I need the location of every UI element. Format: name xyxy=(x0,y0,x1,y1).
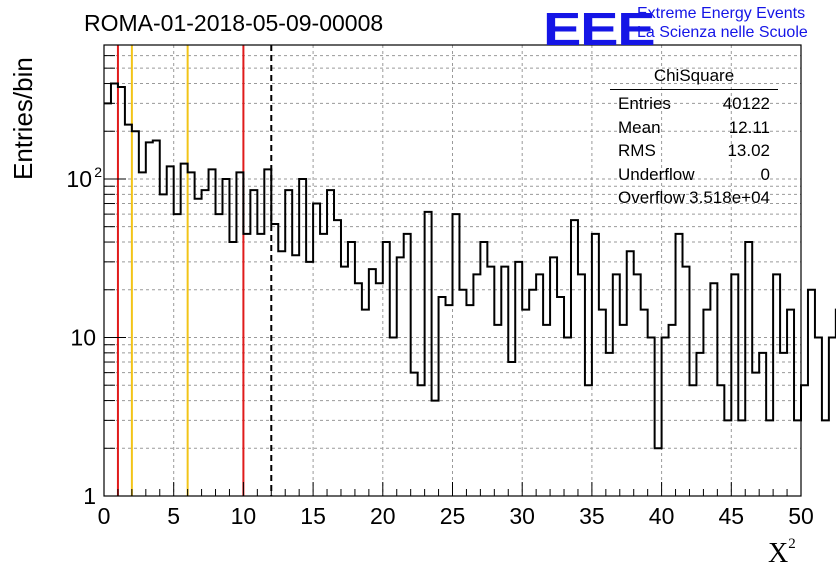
stats-key: Underflow xyxy=(618,164,695,184)
x-tick-label: 20 xyxy=(370,503,396,529)
stats-row-entries: Entries 40122 xyxy=(610,92,778,116)
x-tick-label: 10 xyxy=(231,503,257,529)
stats-title: ChiSquare xyxy=(610,66,778,90)
marker-lines xyxy=(116,45,273,496)
x-axis-label: X2 xyxy=(768,535,796,570)
stats-key: RMS xyxy=(618,141,656,160)
stats-value: 13.02 xyxy=(727,141,770,160)
stats-value: 40122 xyxy=(722,94,770,113)
stats-row-overflow: Overflow 3.518e+04 xyxy=(610,186,778,210)
x-tick-label: 0 xyxy=(98,503,111,529)
logo-line-2: La Scienza nelle Scuole xyxy=(637,24,808,41)
y-tick-label: 1 xyxy=(83,483,96,509)
x-tick-label: 40 xyxy=(649,503,675,529)
y-axis-label: Entries/bin xyxy=(8,57,38,180)
x-axis-label-sup: 2 xyxy=(788,535,796,552)
stats-key: Overflow xyxy=(618,188,686,207)
y-tick-label-sup: 2 xyxy=(94,164,102,180)
grid-lines xyxy=(104,44,801,496)
x-tick-label: 5 xyxy=(167,503,180,529)
stats-row-underflow: Underflow 0 xyxy=(610,163,778,187)
x-tick-label: 30 xyxy=(509,503,535,529)
run-title: ROMA-01-2018-05-09-00008 xyxy=(84,10,384,36)
stats-box: ChiSquare Entries 40122 Mean 12.11 RMS 1… xyxy=(610,66,778,210)
stats-value: 12.11 xyxy=(728,117,770,137)
axis-ticks xyxy=(103,44,802,497)
x-tick-label: 35 xyxy=(579,503,605,529)
stats-value: 0 xyxy=(760,164,770,184)
y-tick-label: 10 xyxy=(70,324,96,350)
stats-row-mean: Mean 12.11 xyxy=(610,116,778,140)
histogram-series xyxy=(104,82,836,450)
x-axis-label-base: X xyxy=(768,538,789,569)
stats-value: 3.518e+04 xyxy=(689,188,770,207)
stats-key: Mean xyxy=(618,117,661,137)
stats-key: Entries xyxy=(618,94,671,113)
x-tick-label: 50 xyxy=(788,503,814,529)
y-tick-label: 10 xyxy=(66,166,92,192)
stats-row-rms: RMS 13.02 xyxy=(610,139,778,163)
x-tick-label: 45 xyxy=(719,503,745,529)
x-tick-label: 25 xyxy=(440,503,466,529)
eee-logo: EEE xyxy=(543,3,656,55)
x-tick-label: 15 xyxy=(300,503,326,529)
logo-line-1: Extreme Energy Events xyxy=(637,5,806,22)
